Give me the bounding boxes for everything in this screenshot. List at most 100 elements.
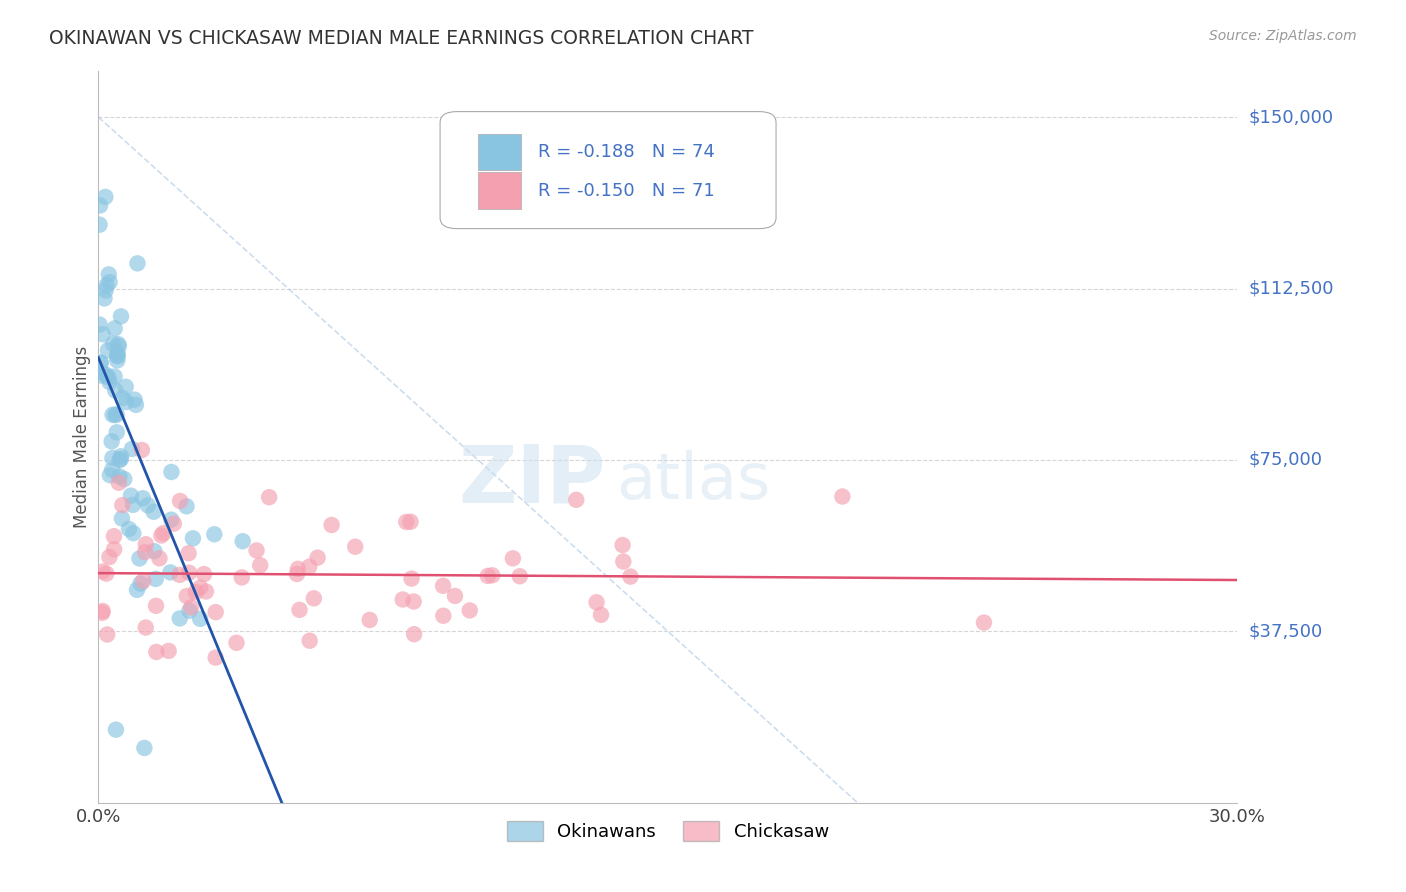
Point [111, 511, 134, 525]
Point [96, 368, 118, 382]
Point [91, 606, 114, 620]
Point [287, 562, 309, 576]
Point [107, 346, 129, 360]
Point [89, 218, 111, 232]
Point [93, 292, 115, 306]
Point [619, 569, 641, 583]
Point [98, 375, 121, 389]
Text: R = -0.150   N = 71: R = -0.150 N = 71 [538, 182, 714, 200]
Point [107, 337, 129, 351]
Point [150, 528, 173, 542]
Point [96, 627, 118, 641]
Point [432, 579, 454, 593]
Point [402, 594, 425, 608]
Point [257, 490, 280, 504]
Point [135, 621, 157, 635]
Point [98, 275, 121, 289]
Point [502, 551, 524, 566]
Point [188, 581, 211, 595]
Point [89, 318, 111, 332]
Point [122, 526, 145, 541]
Point [98, 550, 121, 565]
Point [232, 534, 254, 549]
Point [159, 566, 181, 580]
Point [565, 492, 588, 507]
Point [90, 356, 112, 370]
Point [612, 538, 634, 552]
Point [114, 380, 136, 394]
Text: $37,500: $37,500 [1249, 623, 1323, 640]
Point [115, 395, 138, 409]
Point [111, 498, 134, 512]
Point [104, 408, 127, 422]
Point [458, 603, 481, 617]
Point [612, 555, 634, 569]
Point [160, 513, 183, 527]
Point [134, 740, 156, 755]
Point [100, 434, 122, 449]
Legend: Okinawans, Chickasaw: Okinawans, Chickasaw [499, 814, 837, 848]
Text: atlas: atlas [617, 450, 770, 512]
Text: $75,000: $75,000 [1249, 451, 1323, 469]
Point [179, 566, 201, 580]
Point [589, 607, 612, 622]
Point [107, 349, 129, 363]
Point [481, 568, 503, 582]
Point [97, 370, 120, 384]
Point [108, 339, 131, 353]
Point [225, 636, 247, 650]
Point [179, 604, 201, 618]
Point [245, 543, 267, 558]
Point [97, 268, 120, 282]
Point [110, 310, 132, 324]
Point [105, 349, 128, 363]
Point [307, 550, 329, 565]
Point [160, 465, 183, 479]
Point [285, 567, 308, 582]
Point [321, 518, 343, 533]
Point [302, 591, 325, 606]
Point [104, 369, 127, 384]
Point [128, 551, 150, 566]
Point [249, 558, 271, 573]
Point [120, 489, 142, 503]
Point [145, 572, 167, 586]
Point [298, 633, 321, 648]
Point [101, 450, 124, 465]
Point [181, 532, 204, 546]
Point [136, 499, 159, 513]
FancyBboxPatch shape [440, 112, 776, 228]
Point [127, 256, 149, 270]
Bar [478, 172, 522, 209]
Point [91, 565, 114, 579]
Point [131, 442, 153, 457]
Point [142, 505, 165, 519]
Point [184, 585, 207, 599]
Point [103, 529, 125, 543]
Point [163, 516, 186, 531]
Point [344, 540, 367, 554]
Point [101, 408, 124, 422]
Bar [478, 134, 522, 170]
Point [194, 584, 217, 599]
Point [96, 278, 118, 293]
Point [176, 500, 198, 514]
Text: OKINAWAN VS CHICKASAW MEDIAN MALE EARNINGS CORRELATION CHART: OKINAWAN VS CHICKASAW MEDIAN MALE EARNIN… [49, 29, 754, 47]
Point [180, 600, 202, 615]
Point [288, 603, 311, 617]
Text: Source: ZipAtlas.com: Source: ZipAtlas.com [1209, 29, 1357, 43]
Point [176, 589, 198, 603]
Point [122, 498, 145, 512]
Point [101, 336, 124, 351]
Point [94, 190, 117, 204]
Point [359, 613, 381, 627]
Point [91, 604, 114, 618]
Point [145, 645, 167, 659]
Text: R = -0.188   N = 74: R = -0.188 N = 74 [538, 143, 714, 161]
Point [188, 612, 211, 626]
Point [104, 384, 127, 398]
Point [111, 391, 134, 405]
Point [112, 472, 135, 486]
Point [98, 468, 121, 483]
Point [124, 392, 146, 407]
